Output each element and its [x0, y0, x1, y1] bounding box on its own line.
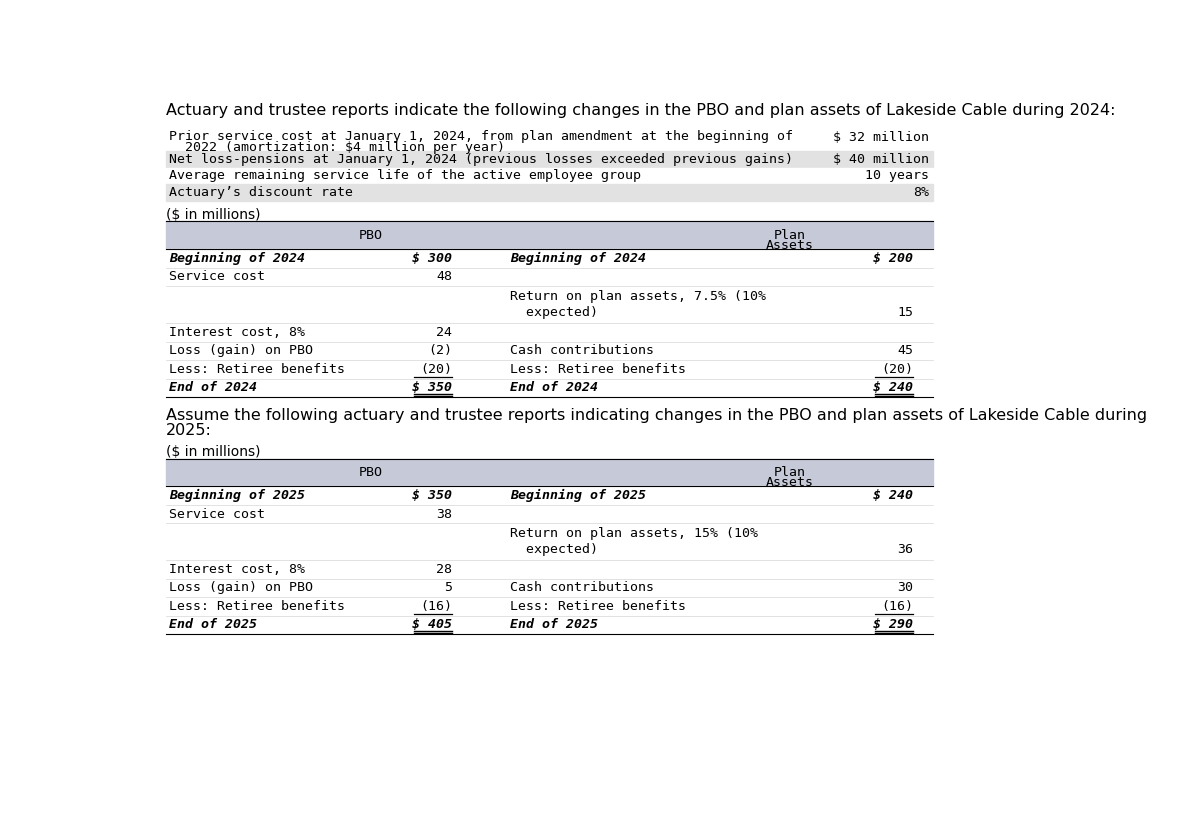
- Text: Beginning of 2024: Beginning of 2024: [510, 252, 647, 265]
- Text: 2025:: 2025:: [166, 423, 211, 438]
- Text: Interest cost, 8%: Interest cost, 8%: [169, 563, 305, 576]
- Text: Beginning of 2025: Beginning of 2025: [169, 489, 305, 502]
- Text: End of 2025: End of 2025: [510, 619, 599, 631]
- Text: $ 200: $ 200: [874, 252, 913, 265]
- Text: Loss (gain) on PBO: Loss (gain) on PBO: [169, 344, 313, 357]
- Text: Actuary’s discount rate: Actuary’s discount rate: [169, 186, 353, 200]
- Text: (16): (16): [420, 600, 452, 613]
- Text: Less: Retiree benefits: Less: Retiree benefits: [169, 600, 346, 613]
- Bar: [166, 523, 932, 560]
- Text: Return on plan assets, 7.5% (10%: Return on plan assets, 7.5% (10%: [510, 290, 767, 303]
- Text: $ 40 million: $ 40 million: [833, 153, 929, 166]
- Bar: [166, 249, 932, 267]
- Bar: [166, 267, 932, 286]
- Text: 24: 24: [437, 326, 452, 339]
- Text: Actuary and trustee reports indicate the following changes in the PBO and plan a: Actuary and trustee reports indicate the…: [166, 103, 1115, 118]
- Bar: [166, 459, 932, 486]
- Text: Loss (gain) on PBO: Loss (gain) on PBO: [169, 582, 313, 595]
- Bar: [166, 486, 932, 505]
- Text: Return on plan assets, 15% (10%: Return on plan assets, 15% (10%: [510, 527, 758, 540]
- Text: (16): (16): [881, 600, 913, 613]
- Text: $ 350: $ 350: [413, 489, 452, 502]
- Bar: [166, 342, 932, 360]
- Text: Less: Retiree benefits: Less: Retiree benefits: [510, 600, 686, 613]
- Bar: [166, 379, 932, 397]
- Text: Average remaining service life of the active employee group: Average remaining service life of the ac…: [169, 169, 641, 182]
- Bar: [166, 221, 932, 249]
- Text: Cash contributions: Cash contributions: [510, 582, 654, 595]
- Text: Plan: Plan: [773, 229, 805, 242]
- Text: Interest cost, 8%: Interest cost, 8%: [169, 326, 305, 339]
- Text: (2): (2): [428, 344, 452, 357]
- Text: (20): (20): [881, 363, 913, 375]
- Text: Plan: Plan: [773, 466, 805, 479]
- Text: End of 2024: End of 2024: [169, 381, 257, 394]
- Text: 10 years: 10 years: [865, 169, 929, 182]
- Text: $ 300: $ 300: [413, 252, 452, 265]
- Text: Assume the following actuary and trustee reports indicating changes in the PBO a: Assume the following actuary and trustee…: [166, 408, 1147, 422]
- Text: $ 240: $ 240: [874, 489, 913, 502]
- Bar: [166, 505, 932, 523]
- Text: Service cost: Service cost: [169, 507, 265, 521]
- Text: 38: 38: [437, 507, 452, 521]
- Text: $ 240: $ 240: [874, 381, 913, 394]
- Bar: [166, 597, 932, 615]
- Bar: [166, 323, 932, 342]
- Bar: [166, 185, 932, 201]
- Text: PBO: PBO: [359, 229, 383, 242]
- Text: 30: 30: [898, 582, 913, 595]
- Text: 48: 48: [437, 271, 452, 283]
- Text: PBO: PBO: [359, 466, 383, 479]
- Text: 15: 15: [898, 306, 913, 319]
- Text: ($ in millions): ($ in millions): [166, 445, 260, 459]
- Text: Less: Retiree benefits: Less: Retiree benefits: [169, 363, 346, 375]
- Text: expected): expected): [510, 544, 599, 556]
- Bar: [166, 578, 932, 597]
- Text: Service cost: Service cost: [169, 271, 265, 283]
- Text: Less: Retiree benefits: Less: Retiree benefits: [510, 363, 686, 375]
- Text: Beginning of 2025: Beginning of 2025: [510, 489, 647, 502]
- Text: 2022 (amortization: $4 million per year): 2022 (amortization: $4 million per year): [169, 140, 505, 153]
- Text: expected): expected): [510, 306, 599, 319]
- Text: $ 350: $ 350: [413, 381, 452, 394]
- Text: Net loss-pensions at January 1, 2024 (previous losses exceeded previous gains): Net loss-pensions at January 1, 2024 (pr…: [169, 153, 793, 166]
- Text: End of 2024: End of 2024: [510, 381, 599, 394]
- Bar: [166, 167, 932, 185]
- Text: 8%: 8%: [913, 186, 929, 200]
- Text: Prior service cost at January 1, 2024, from plan amendment at the beginning of: Prior service cost at January 1, 2024, f…: [169, 130, 793, 143]
- Text: 36: 36: [898, 544, 913, 556]
- Bar: [166, 560, 932, 578]
- Text: ($ in millions): ($ in millions): [166, 208, 260, 222]
- Text: 45: 45: [898, 344, 913, 357]
- Bar: [166, 125, 932, 151]
- Text: Assets: Assets: [766, 239, 814, 252]
- Text: Assets: Assets: [766, 476, 814, 489]
- Text: $ 32 million: $ 32 million: [833, 131, 929, 144]
- Bar: [166, 360, 932, 379]
- Text: 5: 5: [444, 582, 452, 595]
- Bar: [166, 151, 932, 167]
- Text: (20): (20): [420, 363, 452, 375]
- Bar: [166, 615, 932, 634]
- Text: End of 2025: End of 2025: [169, 619, 257, 631]
- Text: Beginning of 2024: Beginning of 2024: [169, 252, 305, 265]
- Text: $ 405: $ 405: [413, 619, 452, 631]
- Text: Cash contributions: Cash contributions: [510, 344, 654, 357]
- Text: $ 290: $ 290: [874, 619, 913, 631]
- Text: 28: 28: [437, 563, 452, 576]
- Bar: [166, 286, 932, 323]
